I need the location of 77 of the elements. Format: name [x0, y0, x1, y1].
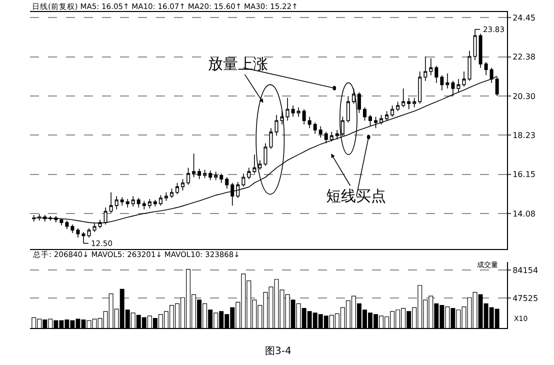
candlestick: [208, 170, 212, 180]
candlestick: [164, 192, 168, 202]
candlestick: [407, 98, 411, 110]
candlestick: [109, 192, 113, 214]
candlestick: [70, 224, 74, 234]
candlestick: [424, 56, 428, 82]
candlestick: [478, 33, 482, 68]
candlestick: [76, 228, 80, 238]
y-tick-label: 22.38: [512, 52, 536, 62]
candlestick: [242, 173, 246, 188]
candlestick: [158, 194, 162, 206]
candlestick: [308, 116, 312, 129]
candlestick: [136, 198, 140, 208]
candlestick: [186, 167, 190, 186]
candlestick: [368, 114, 372, 127]
candlestick: [468, 50, 472, 82]
candlestick: [313, 122, 317, 134]
candlestick: [402, 88, 406, 108]
candlestick: [153, 200, 157, 207]
candlestick: [120, 196, 124, 206]
candlestick: [456, 78, 460, 93]
y-tick-label: 18.23: [512, 130, 536, 140]
candlestick: [324, 132, 328, 144]
y-tick-label: 47525: [512, 294, 538, 303]
candlestick: [236, 182, 240, 198]
candlestick: [225, 176, 229, 189]
candlestick: [258, 160, 262, 170]
candlestick: [291, 105, 295, 118]
candlestick: [181, 178, 184, 191]
candlestick: [198, 168, 202, 180]
candlestick: [385, 110, 389, 121]
candlestick: [330, 132, 334, 142]
y-tick-label: 14.08: [512, 209, 536, 218]
candlestick: [440, 74, 444, 91]
candlestick: [220, 173, 224, 184]
candlestick: [274, 114, 278, 136]
candlestick: [396, 101, 400, 112]
candlestick: [484, 62, 488, 76]
y-tick-label: 24.45: [512, 13, 536, 22]
caption: 图3-4: [265, 346, 292, 357]
candlestick: [203, 169, 207, 179]
candlestick: [434, 65, 438, 84]
candlestick: [148, 198, 152, 209]
candlestick: [462, 71, 466, 87]
candlestick: [296, 106, 300, 118]
y-tick-label: 20.30: [512, 92, 536, 101]
candlestick: [131, 196, 135, 207]
candlestick: [473, 28, 477, 61]
candlestick: [412, 98, 416, 108]
candlestick: [87, 228, 91, 238]
candlestick: [264, 142, 268, 166]
candlestick: [318, 126, 322, 138]
candlestick: [362, 106, 366, 121]
candlestick: [230, 182, 234, 206]
candlestick: [214, 171, 218, 180]
candlestick: [302, 108, 306, 125]
candlestick: [175, 182, 179, 195]
candlestick: [192, 153, 196, 178]
candlestick: [346, 96, 350, 123]
candlestick: [418, 71, 422, 104]
candlestick: [429, 58, 433, 76]
candlestick: [286, 98, 290, 121]
candlestick: [114, 196, 118, 210]
candlestick: [170, 188, 174, 198]
candlestick: [269, 128, 273, 150]
candlestick: [451, 80, 455, 96]
candlestick: [126, 198, 130, 208]
candlestick: [390, 105, 394, 118]
annotation: 短线买点: [326, 187, 386, 205]
candlestick: [142, 200, 146, 210]
candlestick: [374, 116, 378, 129]
candlestick: [247, 167, 251, 180]
candlestick: [446, 72, 450, 89]
annotation: 放量上涨: [208, 55, 268, 73]
y-tick-label: 16.15: [512, 170, 536, 180]
y-tick-label: 84154: [512, 266, 538, 275]
candlestick: [82, 232, 86, 244]
